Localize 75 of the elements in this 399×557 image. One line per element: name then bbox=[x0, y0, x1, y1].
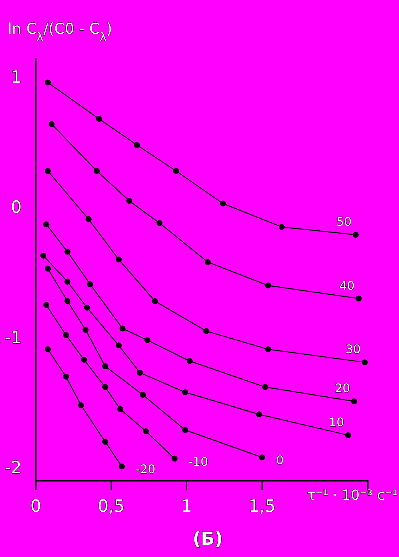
series-label: 40 bbox=[340, 278, 355, 293]
point bbox=[220, 200, 226, 207]
point bbox=[134, 142, 140, 148]
point bbox=[94, 168, 100, 174]
point bbox=[96, 116, 102, 122]
point bbox=[40, 252, 47, 259]
point bbox=[278, 224, 285, 230]
point bbox=[204, 328, 210, 334]
point bbox=[48, 121, 55, 128]
point bbox=[102, 438, 108, 445]
point bbox=[116, 256, 122, 263]
series-label: 10 bbox=[329, 415, 344, 430]
point bbox=[63, 332, 70, 338]
series-label: -10 bbox=[188, 454, 208, 469]
point bbox=[64, 298, 71, 304]
point bbox=[64, 278, 71, 285]
series-label: 0 bbox=[276, 454, 284, 468]
point bbox=[259, 454, 266, 461]
point bbox=[137, 370, 144, 376]
y-tick-label: -1 bbox=[5, 328, 22, 348]
point bbox=[81, 356, 88, 363]
point bbox=[87, 281, 94, 288]
point bbox=[45, 266, 52, 272]
text: (Б) bbox=[192, 529, 224, 550]
point bbox=[152, 298, 158, 304]
point bbox=[144, 337, 151, 344]
point bbox=[78, 402, 84, 408]
point bbox=[256, 412, 262, 418]
point bbox=[352, 232, 359, 238]
series-label: 30 bbox=[346, 342, 361, 357]
point bbox=[265, 346, 272, 353]
point bbox=[45, 80, 52, 86]
point bbox=[82, 327, 89, 333]
point bbox=[126, 198, 133, 204]
series-label: -20 bbox=[136, 462, 156, 477]
point bbox=[140, 392, 146, 398]
point bbox=[205, 259, 212, 266]
x-tick-label: 1 bbox=[181, 497, 192, 518]
point bbox=[86, 216, 92, 222]
point bbox=[351, 398, 358, 405]
point bbox=[84, 304, 90, 311]
y-axis-title: ln C$_{λ}$/(C0 - C$_{λ}$) bbox=[8, 20, 112, 44]
x-tick-label: 0 bbox=[30, 497, 42, 518]
point bbox=[262, 384, 268, 390]
y-tick-label: -2 bbox=[5, 458, 22, 478]
x-tick-label: 1,5 bbox=[248, 497, 276, 518]
point bbox=[182, 390, 188, 396]
point bbox=[156, 220, 163, 226]
point bbox=[120, 326, 126, 332]
point bbox=[102, 363, 108, 370]
point bbox=[186, 358, 193, 364]
point bbox=[143, 428, 150, 435]
point bbox=[63, 374, 70, 380]
point bbox=[45, 346, 52, 353]
point bbox=[119, 464, 126, 470]
point bbox=[102, 384, 108, 390]
point bbox=[362, 360, 368, 366]
point bbox=[118, 406, 124, 412]
point bbox=[345, 432, 352, 438]
point bbox=[356, 296, 362, 302]
point bbox=[182, 427, 188, 434]
series-label: 50 bbox=[336, 215, 352, 230]
x-axis-title: τ⁻¹ · 10⁻³ с⁻¹ bbox=[307, 488, 398, 504]
point bbox=[265, 282, 272, 289]
point bbox=[44, 222, 50, 228]
point bbox=[172, 456, 178, 462]
series-label: 20 bbox=[335, 382, 350, 396]
point bbox=[45, 168, 52, 174]
point bbox=[116, 342, 122, 349]
y-tick-label: 1 bbox=[11, 68, 22, 88]
x-tick-label: 0,5 bbox=[98, 497, 125, 518]
point bbox=[44, 302, 50, 308]
point bbox=[173, 168, 180, 174]
y-tick-label: 0 bbox=[11, 198, 22, 218]
point bbox=[64, 248, 71, 255]
